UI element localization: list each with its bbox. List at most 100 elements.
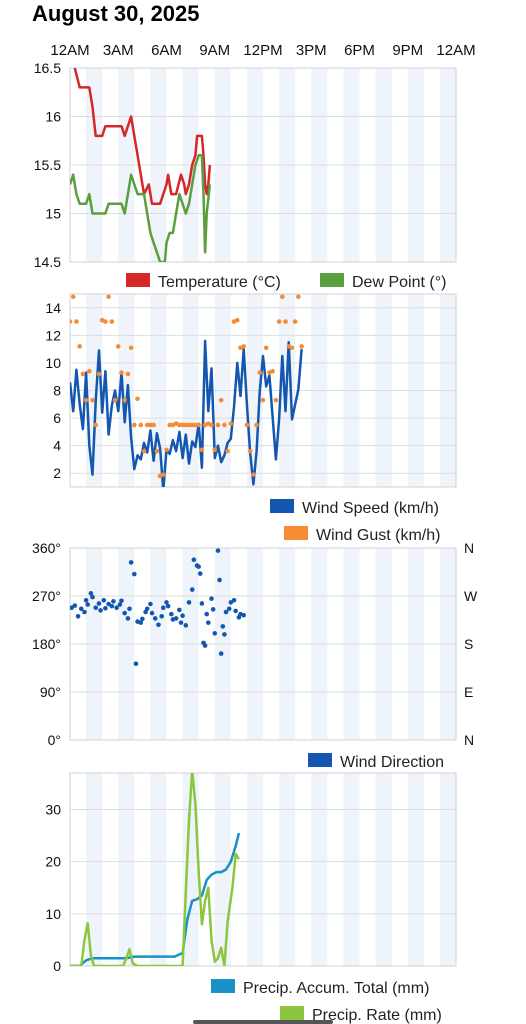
wind-direction-point — [111, 599, 116, 604]
wind-gust-km-h-point — [154, 448, 160, 454]
y-tick-label: 20 — [45, 854, 61, 870]
wind-direction-legend[interactable]: Wind Direction — [308, 753, 444, 771]
hour-stripe — [150, 773, 167, 966]
wind-gust-legend-swatch — [284, 526, 308, 540]
wind-gust-km-h-point — [141, 448, 147, 454]
wind-direction-point — [128, 560, 134, 565]
temperature-c-line — [73, 68, 212, 206]
wind-direction-point — [119, 598, 124, 604]
wind-direction-point — [156, 622, 161, 628]
y-tick-label: 15.5 — [34, 157, 61, 173]
precip-accum-legend-label: Precip. Accum. Total (mm) — [243, 980, 429, 997]
wind-gust-km-h-point — [212, 447, 218, 453]
wind-gust-km-h-point — [225, 448, 230, 454]
wind-gust-km-h-point — [96, 371, 102, 377]
wind-gust-legend[interactable]: Wind Gust (km/h) — [284, 526, 440, 544]
y-tick-label: 4 — [53, 438, 61, 454]
dew-point-legend[interactable]: Dew Point (°) — [320, 273, 446, 291]
wind-gust-km-h-point — [280, 294, 285, 300]
wind-direction-point — [178, 620, 184, 625]
wind-gust-legend-label: Wind Gust (km/h) — [316, 527, 440, 544]
wind-speed-legend[interactable]: Wind Speed (km/h) — [270, 499, 439, 517]
wind-direction-point — [183, 623, 189, 628]
home-indicator[interactable] — [193, 1020, 333, 1024]
wind-direction-point — [173, 616, 179, 621]
wind-gust-km-h-point — [106, 294, 111, 300]
precip-accum-legend[interactable]: Precip. Accum. Total (mm) — [211, 979, 429, 997]
hour-stripe — [375, 773, 392, 966]
y-tick-label: 8 — [53, 383, 61, 399]
wind-direction-point — [233, 608, 238, 614]
wind-speed-legend-label: Wind Speed (km/h) — [302, 500, 439, 517]
temperature-legend-label: Temperature (°C) — [158, 274, 281, 291]
wind-gust-km-h-point — [241, 344, 246, 349]
y-tick-label: 270° — [32, 588, 61, 604]
wind-gust-km-h-point — [234, 317, 240, 323]
temperature-legend[interactable]: Temperature (°C) — [126, 273, 281, 291]
wind-gust-km-h-point — [193, 422, 198, 428]
time-tick-label: 9PM — [392, 42, 423, 59]
time-tick-label: 3AM — [103, 42, 134, 59]
wind-direction-point — [72, 603, 78, 608]
compass-label: S — [464, 636, 473, 652]
wind-direction-point — [241, 612, 246, 618]
precipitation-chart: 30 20 10 0 — [45, 772, 457, 974]
compass-label: E — [464, 684, 473, 700]
wind-gust-km-h-point — [199, 447, 205, 453]
wind-direction-point — [88, 591, 94, 596]
wind-direction-point — [191, 557, 197, 563]
wind-gust-km-h-point — [273, 397, 279, 403]
wind-direction-point — [226, 606, 232, 612]
wind-gust-km-h-point — [144, 422, 150, 428]
precip-rate-mm-line — [70, 773, 240, 966]
time-tick-label: 12AM — [50, 42, 89, 59]
wind-direction-point — [196, 564, 201, 569]
y-tick-label: 16 — [45, 109, 61, 125]
wind-direction-point — [98, 608, 103, 613]
time-tick-label: 3PM — [296, 42, 327, 59]
page-title: August 30, 2025 — [32, 1, 200, 26]
y-tick-label: 14 — [45, 300, 61, 316]
hour-stripe — [311, 773, 328, 966]
wind-speed-km-h-line — [70, 339, 303, 487]
hour-stripe — [118, 773, 135, 966]
wind-direction-point — [138, 620, 144, 625]
plot-area — [70, 294, 304, 487]
wind-direction-point — [75, 613, 81, 619]
compass-label: W — [464, 588, 478, 604]
y-tick-label: 2 — [53, 465, 61, 481]
plot-area — [70, 773, 241, 966]
wind-direction-point — [180, 613, 185, 619]
plot-frame — [69, 547, 457, 741]
hour-stripe — [439, 773, 456, 966]
wind-gust-km-h-point — [70, 319, 73, 324]
wind-direction-point — [90, 594, 95, 600]
wind-gust-km-h-point — [83, 397, 89, 403]
hour-stripe — [246, 773, 263, 966]
wind-gust-km-h-point — [299, 344, 304, 349]
wind-gust-km-h-point — [215, 422, 221, 428]
wind-speed-legend-swatch — [270, 499, 294, 513]
precip-accum-legend-swatch — [211, 979, 235, 993]
wind-gust-km-h-point — [222, 422, 227, 428]
wind-direction-point — [220, 624, 226, 629]
wind-gust-km-h-point — [189, 422, 195, 428]
wind-gust-km-h-point — [167, 422, 173, 428]
dew-point-legend-label: Dew Point (°) — [352, 274, 446, 291]
time-tick-label: 6PM — [344, 42, 375, 59]
wind-gust-km-h-point — [125, 371, 131, 377]
wind-direction-point — [204, 611, 210, 617]
wind-gust-km-h-point — [247, 448, 253, 454]
wind-direction-point — [152, 616, 158, 621]
wind-direction-point — [125, 616, 131, 621]
wind-gust-km-h-point — [109, 319, 115, 324]
wind-gust-km-h-point — [228, 421, 234, 426]
wind-gust-km-h-point — [218, 397, 224, 403]
hour-stripe — [86, 773, 103, 966]
y-tick-label: 180° — [32, 636, 61, 652]
wind-direction-point — [177, 607, 182, 613]
precip-rate-legend[interactable]: Precip. Rate (mm) — [280, 1006, 442, 1024]
plot-area — [70, 68, 212, 262]
dew-point-legend-swatch — [320, 273, 344, 287]
